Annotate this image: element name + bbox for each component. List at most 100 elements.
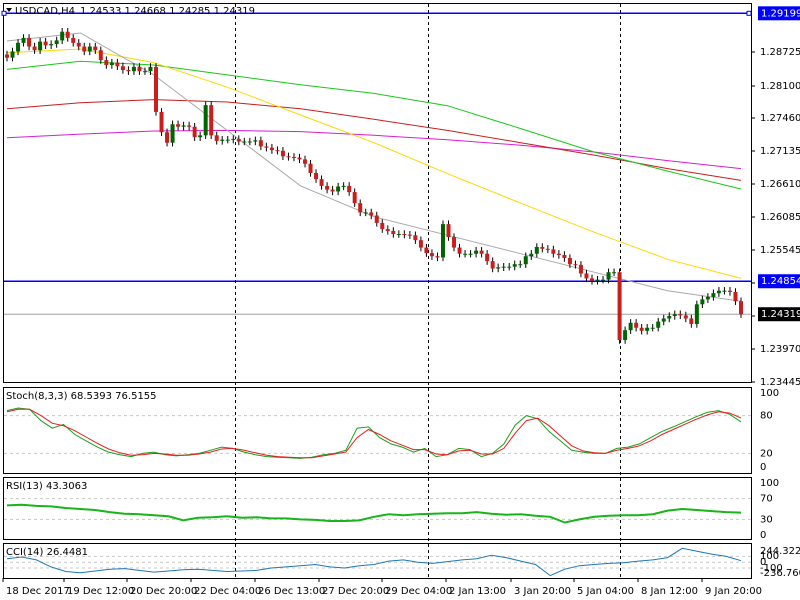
candle-body <box>225 139 230 141</box>
indicator-level-label: 0 <box>760 462 766 473</box>
candle-body <box>711 293 716 297</box>
candle-body <box>54 40 59 45</box>
candle-body <box>452 237 457 248</box>
indicator-level-label: 20 <box>760 448 773 459</box>
candle-body <box>176 124 181 127</box>
candle-body <box>446 224 451 238</box>
candle-body <box>739 301 743 315</box>
candle-body <box>612 272 617 274</box>
candle-body <box>87 46 92 52</box>
indicator-level-label: 100 <box>760 551 779 562</box>
candle-body <box>551 249 556 254</box>
candle-body <box>291 156 296 158</box>
candle-body <box>407 234 412 236</box>
price-panel-frame <box>3 3 752 383</box>
price-tick-label: 1.26610 <box>760 179 800 190</box>
indicator-axis: 1008020010070300244.32261000-100-236.760… <box>760 388 800 579</box>
candle-body <box>562 254 567 259</box>
candle-body <box>336 186 341 192</box>
candle-body <box>308 163 313 173</box>
sma-green-line <box>6 60 742 190</box>
sma-yellow-line <box>6 48 742 279</box>
candle-body <box>584 273 589 279</box>
stoch-panel-frame <box>3 387 752 474</box>
candle-body <box>10 51 15 58</box>
candle-body <box>280 150 285 157</box>
stoch-label: Stoch(8,3,3) 68.5393 76.5155 <box>6 391 157 402</box>
candle-body <box>82 46 87 52</box>
price-badge <box>758 274 800 289</box>
candle-body <box>275 150 280 152</box>
candle-body <box>5 54 9 58</box>
candle-body <box>325 185 330 190</box>
stoch-signal-line <box>6 408 742 459</box>
candle-body <box>578 264 583 274</box>
price-tick-label: 1.23970 <box>760 344 800 355</box>
candle-body <box>104 60 109 66</box>
candle-body <box>32 46 37 51</box>
candle-body <box>269 147 274 151</box>
dropdown-triangle-icon[interactable] <box>6 8 12 12</box>
time-label: 8 Jan 12:00 <box>641 586 698 597</box>
candle-body <box>71 37 76 43</box>
indicator-level-label: 70 <box>760 494 773 505</box>
time-label: 9 Jan 20:00 <box>705 586 762 597</box>
indicator-level-label: 0 <box>760 530 766 541</box>
rsi-label: RSI(13) 43.3063 <box>6 481 87 492</box>
indicator-level-label: -236.7602 <box>760 568 800 579</box>
candle-body <box>413 235 418 241</box>
candle-body <box>435 256 440 258</box>
price-tick-label: 1.27135 <box>760 146 800 157</box>
candle-body <box>21 37 26 43</box>
time-label: 29 Dec 04:00 <box>385 586 452 597</box>
moving-averages <box>6 32 742 302</box>
candle-body <box>705 296 710 300</box>
candle-body <box>303 159 308 164</box>
candle-body <box>567 258 572 265</box>
candle-body <box>242 141 247 143</box>
price-tick-label: 1.25545 <box>760 245 800 256</box>
candle-body <box>672 314 677 317</box>
candle-body <box>391 230 396 235</box>
period-dividers <box>235 4 621 578</box>
candle-body <box>165 132 170 143</box>
candle-body <box>523 256 528 265</box>
candle-body <box>120 66 125 70</box>
price-badge-label: 1.29199 <box>761 8 800 19</box>
candle-body <box>716 290 721 294</box>
candle-body <box>501 266 506 268</box>
candle-body <box>601 279 606 281</box>
candle-body <box>540 246 545 249</box>
candle-body <box>623 330 628 341</box>
candle-body <box>479 250 484 254</box>
candle-body <box>203 105 208 136</box>
candle-body <box>159 111 164 133</box>
window-header: USDCAD,H4 1.24533 1.24668 1.24285 1.2431… <box>6 6 255 17</box>
candle-body <box>606 272 611 280</box>
rsi-line-path <box>6 503 742 524</box>
candle-body <box>154 66 159 112</box>
sma-magenta-line <box>6 129 742 170</box>
candle-body <box>634 322 639 328</box>
candle-body <box>474 250 479 254</box>
candle-body <box>512 264 517 267</box>
horizontal-lines[interactable] <box>1 10 752 315</box>
symbol-title: USDCAD,H4 <box>15 6 75 17</box>
candle-body <box>347 185 352 193</box>
candle-body <box>43 41 48 46</box>
line-handle <box>1 10 7 16</box>
candle-body <box>236 139 241 142</box>
time-label: 26 Dec 13:00 <box>258 586 325 597</box>
candle-body <box>722 290 727 292</box>
candle-body <box>424 247 429 254</box>
candle-body <box>617 272 622 341</box>
candle-body <box>352 192 357 204</box>
candle-body <box>220 139 225 141</box>
candle-body <box>429 253 434 257</box>
time-label: 19 Dec 12:00 <box>67 586 134 597</box>
candle-body <box>192 126 197 138</box>
candle-body <box>148 66 153 72</box>
candle-body <box>573 264 578 266</box>
candle-body <box>319 179 324 186</box>
